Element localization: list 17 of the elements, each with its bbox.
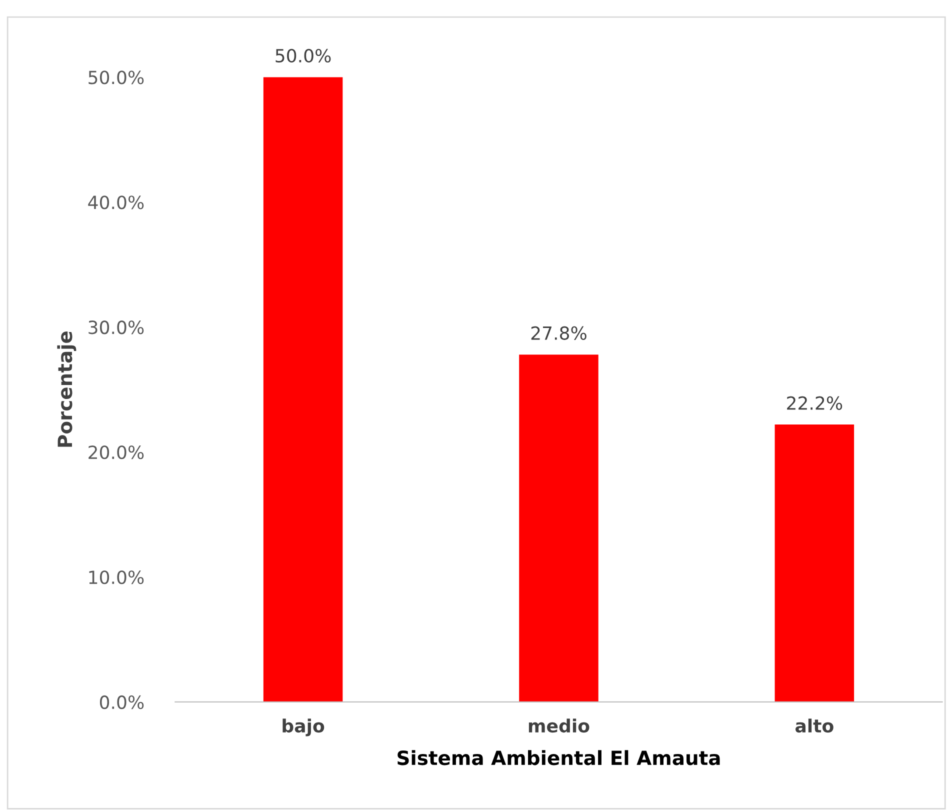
y-tick-label: 0.0% [100, 695, 144, 710]
y-tick-label: 20.0% [88, 446, 144, 460]
bar [774, 424, 854, 702]
x-axis-title: Sistema Ambiental El Amauta [398, 750, 720, 766]
x-tick-label: medio [528, 718, 590, 733]
y-tick-label: 10.0% [89, 570, 144, 584]
y-tick-label: 50.0% [88, 70, 144, 84]
x-tick-label: bajo [282, 718, 324, 736]
bar [519, 354, 598, 702]
y-axis-title: Porcentaje [57, 331, 76, 447]
data-label: 22.2% [787, 396, 842, 410]
y-tick-label: 30.0% [88, 320, 144, 334]
y-tick-label: 40.0% [88, 196, 144, 210]
data-label: 50.0% [276, 48, 331, 63]
x-tick-label: alto [795, 718, 834, 733]
bar [263, 77, 343, 702]
data-label: 27.8% [531, 326, 586, 340]
